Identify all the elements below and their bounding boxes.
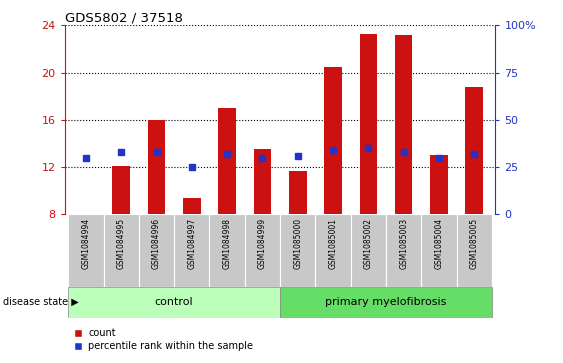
Text: GSM1085005: GSM1085005 (470, 218, 479, 269)
Text: GSM1084997: GSM1084997 (187, 218, 196, 269)
Bar (315, 214, 351, 287)
Text: GSM1085004: GSM1085004 (435, 218, 444, 269)
Text: GSM1084998: GSM1084998 (222, 218, 231, 269)
Bar (139, 214, 174, 287)
Bar (360, 34, 377, 214)
Bar (280, 214, 315, 287)
Bar (457, 214, 492, 287)
Bar (386, 214, 421, 287)
Text: GSM1084995: GSM1084995 (117, 218, 126, 269)
Bar (68, 214, 104, 287)
Text: GSM1084996: GSM1084996 (152, 218, 161, 269)
Bar (324, 67, 342, 214)
Bar (245, 214, 280, 287)
Bar (113, 166, 130, 214)
Bar (77, 213, 95, 214)
Text: disease state ▶: disease state ▶ (3, 297, 79, 307)
Bar (253, 149, 271, 214)
Text: GSM1085003: GSM1085003 (399, 218, 408, 269)
Bar (104, 214, 139, 287)
Bar (280, 287, 492, 318)
Text: primary myelofibrosis: primary myelofibrosis (325, 297, 446, 307)
Bar (68, 287, 280, 318)
Text: GSM1085002: GSM1085002 (364, 218, 373, 269)
Bar (351, 214, 386, 287)
Bar (183, 197, 200, 214)
Bar (218, 108, 236, 214)
Text: GSM1085001: GSM1085001 (329, 218, 338, 269)
Text: GSM1084994: GSM1084994 (82, 218, 91, 269)
Bar (421, 214, 457, 287)
Text: GDS5802 / 37518: GDS5802 / 37518 (65, 11, 182, 24)
Bar (430, 155, 448, 214)
Bar (289, 171, 307, 214)
Bar (466, 87, 483, 214)
Text: GSM1084999: GSM1084999 (258, 218, 267, 269)
Bar (174, 214, 209, 287)
Text: control: control (155, 297, 194, 307)
Bar (148, 120, 166, 214)
Bar (395, 35, 413, 214)
Text: GSM1085000: GSM1085000 (293, 218, 302, 269)
Bar (209, 214, 245, 287)
Legend: count, percentile rank within the sample: count, percentile rank within the sample (70, 324, 257, 355)
